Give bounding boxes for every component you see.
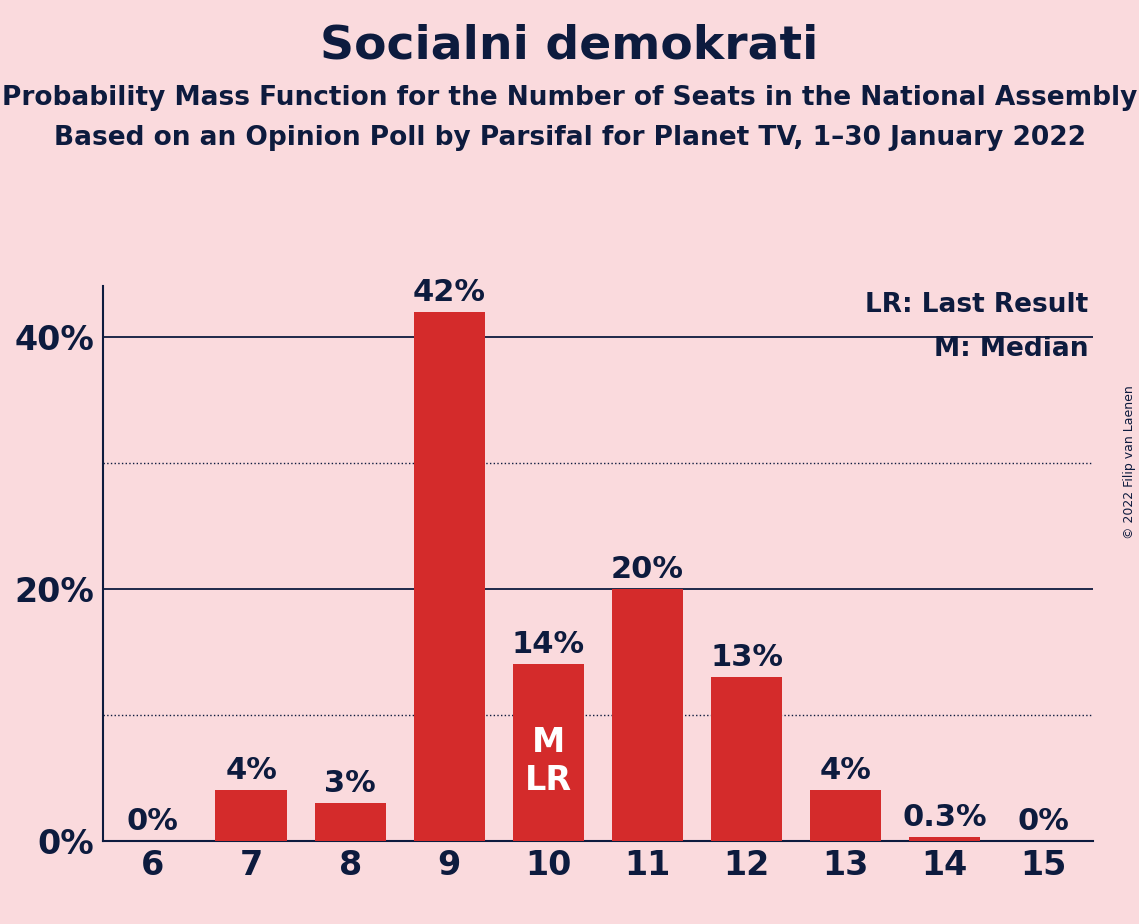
Text: 0%: 0%: [1018, 807, 1070, 836]
Bar: [612, 589, 683, 841]
Bar: [314, 803, 386, 841]
Text: 0.3%: 0.3%: [902, 803, 988, 832]
Text: 3%: 3%: [325, 769, 376, 798]
Bar: [413, 311, 485, 841]
Text: Probability Mass Function for the Number of Seats in the National Assembly: Probability Mass Function for the Number…: [2, 85, 1137, 111]
Text: 4%: 4%: [226, 757, 277, 785]
Text: 0%: 0%: [126, 807, 178, 836]
Text: 14%: 14%: [511, 630, 585, 660]
Text: Socialni demokrati: Socialni demokrati: [320, 23, 819, 68]
Text: 42%: 42%: [412, 277, 486, 307]
Bar: [513, 664, 584, 841]
Bar: [810, 790, 882, 841]
Text: M: Median: M: Median: [934, 336, 1089, 362]
Bar: [711, 677, 782, 841]
Text: 4%: 4%: [820, 757, 871, 785]
Text: 13%: 13%: [710, 643, 784, 672]
Text: LR: Last Result: LR: Last Result: [866, 292, 1089, 318]
Bar: [215, 790, 287, 841]
Bar: [909, 837, 981, 841]
Text: © 2022 Filip van Laenen: © 2022 Filip van Laenen: [1123, 385, 1136, 539]
Text: Based on an Opinion Poll by Parsifal for Planet TV, 1–30 January 2022: Based on an Opinion Poll by Parsifal for…: [54, 125, 1085, 151]
Text: M
LR: M LR: [525, 726, 572, 797]
Text: 20%: 20%: [611, 554, 685, 584]
